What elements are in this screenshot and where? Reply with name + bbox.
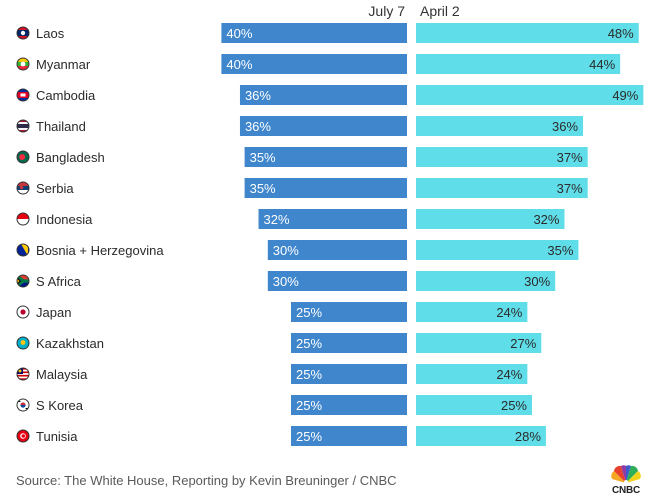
value-july-s-korea: 25% <box>296 398 322 413</box>
bar-july-bosnia-herzegovina <box>267 240 407 260</box>
kazakhstan-flag-icon <box>16 336 30 350</box>
bar-april-tunisia <box>416 426 546 446</box>
south-africa-flag-icon <box>16 274 30 288</box>
myanmar-flag-icon <box>16 57 30 71</box>
value-april-indonesia: 32% <box>533 212 559 227</box>
bar-april-cambodia <box>416 85 644 105</box>
bar-july-serbia <box>244 178 407 198</box>
value-july-indonesia: 32% <box>264 212 290 227</box>
country-label-tunisia: Tunisia <box>36 429 78 444</box>
country-label-s-korea: S Korea <box>36 398 84 413</box>
value-april-bosnia-herzegovina: 35% <box>547 243 573 258</box>
bar-april-myanmar <box>416 54 621 74</box>
legend-july-7: July 7 <box>368 3 405 19</box>
value-july-myanmar: 40% <box>226 57 252 72</box>
value-july-s-africa: 30% <box>273 274 299 289</box>
tunisia-flag-icon <box>16 429 30 443</box>
value-july-laos: 40% <box>226 26 252 41</box>
bar-april-malaysia <box>416 364 528 384</box>
bar-april-japan <box>416 302 528 322</box>
serbia-flag-icon <box>16 181 30 195</box>
indonesia-flag-icon <box>16 212 30 226</box>
cambodia-flag-icon <box>16 88 30 102</box>
bar-april-kazakhstan <box>416 333 542 353</box>
bar-july-cambodia <box>239 85 407 105</box>
bar-july-bangladesh <box>244 147 407 167</box>
value-july-cambodia: 36% <box>245 88 271 103</box>
bar-april-laos <box>416 23 639 43</box>
bar-july-s-korea <box>291 395 407 415</box>
value-july-thailand: 36% <box>245 119 271 134</box>
country-label-cambodia: Cambodia <box>36 88 96 103</box>
south-korea-flag-icon <box>16 398 30 412</box>
bar-april-thailand <box>416 116 584 136</box>
value-april-cambodia: 49% <box>612 88 638 103</box>
value-april-kazakhstan: 27% <box>510 336 536 351</box>
bar-july-tunisia <box>291 426 407 446</box>
bar-april-serbia <box>416 178 588 198</box>
bar-april-s-korea <box>416 395 532 415</box>
value-april-s-korea: 25% <box>501 398 527 413</box>
peacock-icon <box>611 465 641 484</box>
legend-april-2: April 2 <box>420 3 460 19</box>
bar-april-indonesia <box>416 209 565 229</box>
value-april-laos: 48% <box>608 26 634 41</box>
country-label-bosnia-herzegovina: Bosnia + Herzegovina <box>36 243 164 258</box>
japan-flag-icon <box>16 305 30 319</box>
value-april-s-africa: 30% <box>524 274 550 289</box>
value-july-tunisia: 25% <box>296 429 322 444</box>
value-april-myanmar: 44% <box>589 57 615 72</box>
value-july-malaysia: 25% <box>296 367 322 382</box>
bar-july-laos <box>221 23 407 43</box>
country-label-s-africa: S Africa <box>36 274 82 289</box>
source-note: Source: The White House, Reporting by Ke… <box>16 473 397 488</box>
value-april-japan: 24% <box>496 305 522 320</box>
laos-flag-icon <box>16 26 30 40</box>
value-july-bosnia-herzegovina: 30% <box>273 243 299 258</box>
value-july-bangladesh: 35% <box>250 150 276 165</box>
value-april-thailand: 36% <box>552 119 578 134</box>
thailand-flag-icon <box>16 119 30 133</box>
tariff-rate-chart: July 7 April 2 Laos 40% 48% Myanmar 40% 44% Camb… <box>16 3 644 446</box>
bar-july-japan <box>291 302 407 322</box>
value-april-malaysia: 24% <box>496 367 522 382</box>
bar-july-myanmar <box>221 54 407 74</box>
value-july-kazakhstan: 25% <box>296 336 322 351</box>
malaysia-flag-icon <box>16 367 30 381</box>
value-april-serbia: 37% <box>557 181 583 196</box>
bar-april-s-africa <box>416 271 556 291</box>
country-label-thailand: Thailand <box>36 119 86 134</box>
bangladesh-flag-icon <box>16 150 30 164</box>
country-label-indonesia: Indonesia <box>36 212 93 227</box>
country-label-bangladesh: Bangladesh <box>36 150 105 165</box>
value-july-serbia: 35% <box>250 181 276 196</box>
bar-july-kazakhstan <box>291 333 407 353</box>
logo-text: CNBC <box>611 485 641 496</box>
bar-july-s-africa <box>267 271 407 291</box>
bar-april-bosnia-herzegovina <box>416 240 579 260</box>
bar-july-malaysia <box>291 364 407 384</box>
value-april-tunisia: 28% <box>515 429 541 444</box>
bar-july-indonesia <box>258 209 407 229</box>
cnbc-logo: CNBC <box>606 463 646 497</box>
country-label-laos: Laos <box>36 26 65 41</box>
country-label-japan: Japan <box>36 305 71 320</box>
country-label-serbia: Serbia <box>36 181 74 196</box>
value-april-bangladesh: 37% <box>557 150 583 165</box>
bar-april-bangladesh <box>416 147 588 167</box>
bar-july-thailand <box>239 116 407 136</box>
country-label-kazakhstan: Kazakhstan <box>36 336 104 351</box>
country-label-myanmar: Myanmar <box>36 57 91 72</box>
value-july-japan: 25% <box>296 305 322 320</box>
country-label-malaysia: Malaysia <box>36 367 88 382</box>
bosnia-flag-icon <box>16 243 30 257</box>
